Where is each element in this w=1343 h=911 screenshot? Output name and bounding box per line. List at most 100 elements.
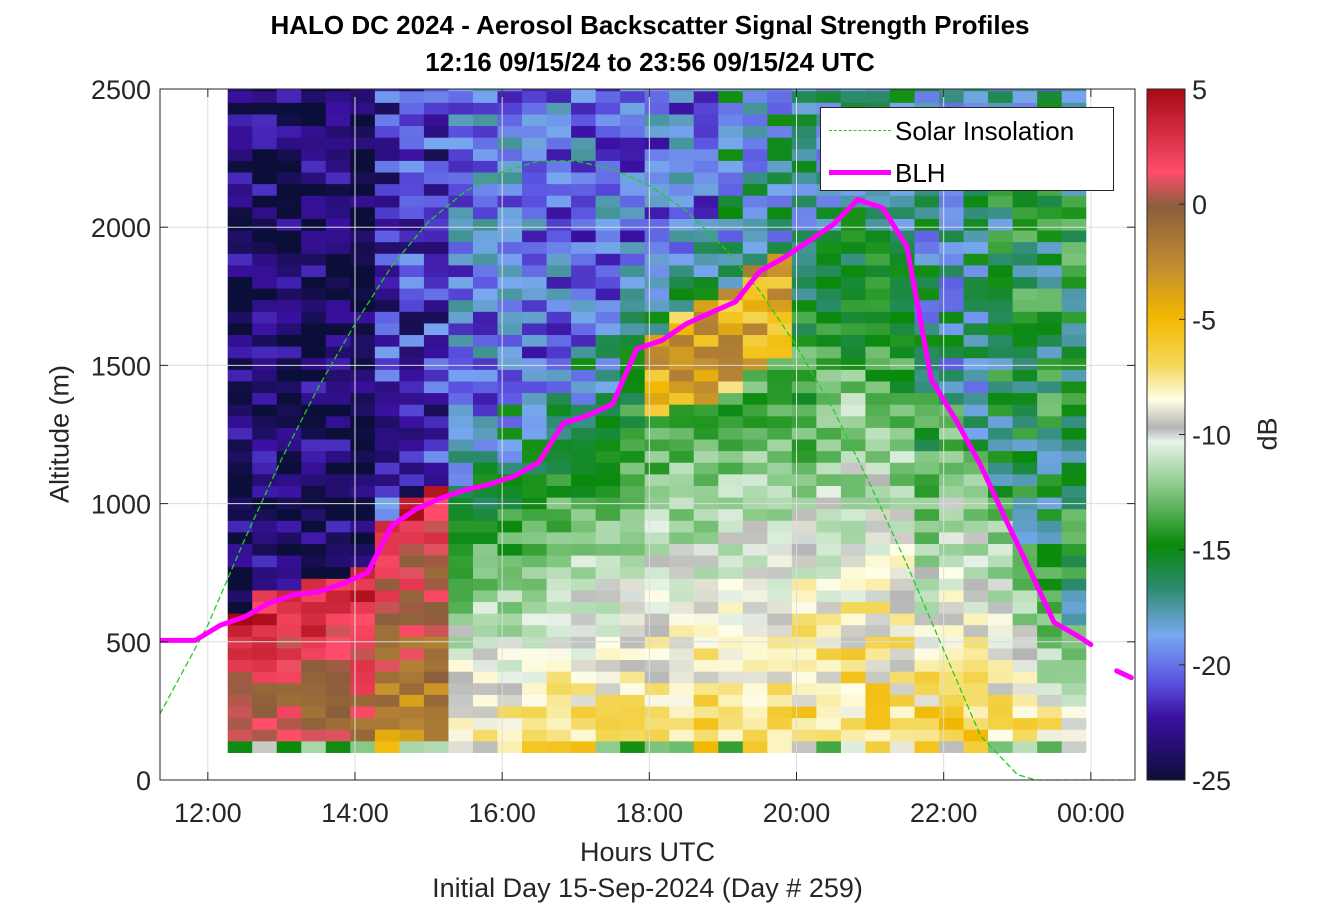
heatmap-cell [350, 346, 376, 359]
heatmap-cell [472, 404, 499, 417]
heatmap-cell [325, 229, 351, 243]
heatmap-cell [620, 659, 646, 672]
heatmap-cell [791, 450, 817, 463]
heatmap-cell [399, 90, 425, 103]
heatmap-cell [914, 671, 940, 684]
heatmap-cell [448, 671, 474, 684]
heatmap-cell [448, 369, 474, 382]
heatmap-cell [791, 113, 817, 127]
heatmap-cell [350, 647, 376, 661]
heatmap-cell [644, 264, 670, 277]
heatmap-cell [791, 647, 817, 661]
heatmap-cell [497, 636, 523, 649]
heatmap-cell [522, 160, 548, 173]
heatmap-cell [669, 473, 695, 486]
heatmap-cell [644, 473, 670, 486]
heatmap-cell [718, 125, 744, 138]
heatmap-cell [669, 555, 695, 568]
heatmap-cell [325, 380, 351, 394]
heatmap-cell [620, 717, 646, 730]
heatmap-cell [644, 508, 670, 521]
heatmap-cell [571, 137, 597, 150]
heatmap-cell [374, 462, 400, 475]
heatmap-cell [571, 450, 597, 463]
heatmap-cell [571, 520, 597, 533]
heatmap-cell [399, 218, 425, 231]
heatmap-cell [350, 264, 376, 277]
heatmap-cell [644, 462, 670, 475]
heatmap-cell [325, 218, 351, 231]
heatmap-cell [301, 415, 327, 428]
heatmap-cell [301, 102, 327, 115]
heatmap-cell [448, 102, 474, 115]
heatmap-cell [1037, 404, 1063, 417]
heatmap-cell [571, 438, 597, 452]
heatmap-cell [914, 404, 940, 417]
heatmap-cell [718, 346, 744, 359]
heatmap-cell [914, 508, 940, 521]
heatmap-cell [963, 299, 989, 312]
heatmap-cell [522, 288, 548, 301]
heatmap-cell [816, 555, 842, 568]
heatmap-cell [399, 229, 425, 243]
heatmap-cell [522, 148, 548, 161]
heatmap-cell [865, 380, 891, 394]
heatmap-cell [889, 659, 916, 672]
heatmap-cell [620, 392, 646, 405]
heatmap-cell [374, 311, 400, 324]
heatmap-cell [914, 555, 940, 568]
heatmap-cell [791, 589, 817, 603]
heatmap-cell [791, 671, 817, 684]
heatmap-cell [399, 601, 425, 614]
heatmap-cell [374, 160, 400, 173]
heatmap-cell [522, 357, 548, 370]
heatmap-cell [252, 717, 278, 730]
heatmap-cell [571, 229, 597, 243]
heatmap-cell [620, 543, 646, 556]
heatmap-cell [276, 566, 302, 579]
heatmap-cell [571, 357, 597, 370]
heatmap-cell [939, 624, 965, 637]
heatmap-cell [546, 380, 572, 394]
heatmap-cell [522, 218, 548, 231]
heatmap-cell [399, 125, 425, 138]
heatmap-cell [693, 171, 719, 185]
heatmap-cell [497, 566, 523, 579]
heatmap-cell [350, 601, 376, 614]
heatmap-cell [571, 508, 597, 521]
heatmap-cell [620, 160, 646, 173]
heatmap-cell [546, 195, 572, 208]
heatmap-cell [301, 543, 327, 556]
heatmap-cell [325, 183, 351, 196]
heatmap-cell [963, 578, 989, 591]
heatmap-cell [644, 485, 670, 498]
heatmap-cell [227, 636, 253, 649]
heatmap-cell [423, 102, 450, 115]
heatmap-cell [423, 589, 450, 603]
heatmap-cell [963, 253, 989, 266]
heatmap-cell [1012, 450, 1038, 463]
heatmap-cell [1061, 438, 1087, 452]
heatmap-cell [693, 473, 719, 486]
heatmap-cell [816, 276, 842, 289]
heatmap-cell [840, 613, 867, 626]
heatmap-cell [865, 253, 891, 266]
heatmap-cell [644, 647, 670, 661]
heatmap-cell [472, 462, 499, 475]
heatmap-cell [374, 299, 400, 312]
heatmap-cell [252, 288, 278, 301]
heatmap-cell [522, 543, 548, 556]
y-tick-label: 1000 [91, 490, 151, 520]
heatmap-cell [669, 229, 695, 243]
heatmap-cell [522, 125, 548, 138]
heatmap-cell [644, 578, 670, 591]
heatmap-cell [644, 171, 670, 185]
heatmap-cell [718, 462, 744, 475]
heatmap-cell [374, 717, 400, 730]
heatmap-cell [816, 473, 842, 486]
heatmap-cell [718, 613, 744, 626]
heatmap-cell [448, 578, 474, 591]
heatmap-cell [840, 589, 867, 603]
heatmap-cell [718, 137, 744, 150]
heatmap-cell [840, 717, 867, 730]
